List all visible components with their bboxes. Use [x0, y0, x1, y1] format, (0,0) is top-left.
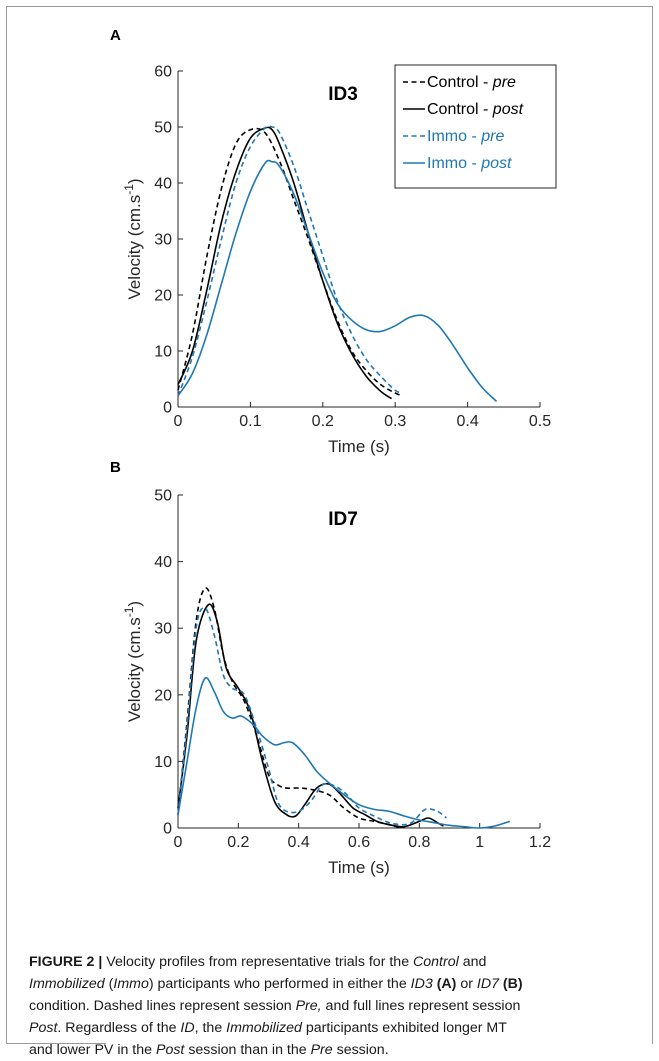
legend-entry-3: Immo - pre	[427, 128, 504, 145]
chart-title: ID7	[328, 509, 358, 530]
series-line-1	[177, 587, 402, 829]
caption-text: session than in the	[184, 1042, 311, 1058]
series-line-2	[177, 126, 393, 400]
caption-italic: Pre,	[295, 998, 322, 1014]
caption-text: condition. Dashed lines represent sessio…	[29, 998, 296, 1014]
x-tick-label: 0.4	[288, 834, 310, 851]
y-axis-label-close: )	[125, 178, 144, 184]
x-tick-label: 0.4	[456, 413, 478, 430]
caption-text: and lower PV in the	[29, 1042, 156, 1058]
x-tick-label: 0.5	[529, 413, 551, 430]
caption-italic: ID7	[476, 976, 499, 992]
legend-entry-4: Immo - post	[427, 155, 512, 172]
y-tick-label: 10	[154, 344, 172, 361]
y-axis-label-main: Velocity (cm.s	[125, 195, 144, 300]
legend-entry-name: Control -	[427, 74, 493, 91]
x-axis-label: Time (s)	[328, 858, 390, 877]
y-tick-label: 50	[154, 488, 172, 505]
y-tick-label: 0	[163, 400, 172, 417]
y-tick-label: 0	[163, 821, 172, 838]
frame-bottom-edge	[6, 1043, 106, 1044]
caption-text: , the	[194, 1020, 227, 1036]
legend-entry-name: Immo -	[427, 128, 481, 145]
x-tick-label: 0.3	[384, 413, 406, 430]
caption-italic: Control	[413, 954, 459, 970]
legend-entry-name: Control -	[427, 101, 493, 118]
y-tick-label: 60	[154, 64, 172, 81]
y-tick-label: 30	[154, 232, 172, 249]
caption-italic: Post	[155, 1042, 185, 1058]
caption-italic: ID3	[410, 976, 433, 992]
caption-text: participants exhibited longer MT	[301, 1020, 507, 1036]
y-tick-label: 20	[154, 288, 172, 305]
x-tick-label: 1	[475, 834, 484, 851]
caption-italic: ID	[180, 1020, 195, 1036]
caption-italic: Immobilized	[226, 1020, 302, 1036]
y-tick-label: 20	[154, 687, 172, 704]
caption-bold: (A)	[436, 976, 457, 992]
y-axis-label-close: )	[125, 601, 144, 607]
caption-italic: Pre	[310, 1042, 333, 1058]
panel-label: B	[110, 459, 121, 476]
caption-italic: Post	[29, 1020, 58, 1036]
caption-text: Velocity profiles from representative tr…	[102, 954, 414, 970]
y-axis-label: Velocity (cm.s-1)	[122, 178, 144, 299]
panel-a: A 0 0.1 0.2 0.3 0.4 0.5 0 10 20 30 40 50 60 Time (s) Ve…	[110, 27, 557, 456]
y-axis-label-main: Velocity (cm.s	[125, 617, 144, 722]
y-axis-label: Velocity (cm.s-1)	[122, 601, 144, 722]
x-tick-label: 0.1	[239, 413, 261, 430]
legend-entry-name: Immo -	[427, 155, 481, 172]
y-tick-label: 40	[154, 554, 172, 571]
y-tick-label: 10	[154, 754, 172, 771]
y-axis-label-superscript: -1	[122, 606, 136, 617]
caption-italic: Immobilized	[29, 976, 105, 992]
y-tick-label: 40	[154, 176, 172, 193]
caption-text: . Regardless of the	[57, 1020, 181, 1036]
panel-b: B 0 0.2 0.4 0.6 0.8 1 1.2 0 10 20 30 40 50 Time (s) Vel…	[110, 459, 551, 877]
figure-caption: FIGURE 2 | Velocity profiles from repres…	[29, 951, 639, 1061]
series-line-4	[177, 159, 498, 402]
x-tick-label: 0	[174, 413, 183, 430]
legend-entry-session: post	[492, 101, 524, 118]
x-tick-label: 0.8	[408, 834, 430, 851]
x-tick-label: 0.6	[348, 834, 370, 851]
series-line-3	[177, 125, 403, 397]
x-tick-label: 1.2	[529, 834, 551, 851]
legend-box	[394, 64, 557, 189]
series-line-1	[177, 127, 403, 397]
caption-italic: Immo	[113, 976, 149, 992]
series-line-2	[177, 603, 444, 828]
legend-entry-session: post	[480, 155, 512, 172]
x-tick-label: 0.2	[227, 834, 249, 851]
caption-text: and	[458, 954, 487, 970]
y-tick-label: 50	[154, 120, 172, 137]
x-tick-label: 0	[174, 834, 183, 851]
series-line-3	[177, 607, 447, 826]
chart-title: ID3	[328, 84, 358, 105]
y-axis-label-superscript: -1	[122, 184, 136, 195]
caption-figure-label: FIGURE 2 |	[29, 954, 103, 970]
legend-entry-2: Control - post	[427, 101, 524, 118]
legend-entry-session: pre	[492, 74, 516, 91]
x-tick-label: 0.2	[312, 413, 334, 430]
series-line-4	[177, 676, 511, 829]
caption-text: or	[456, 976, 477, 992]
caption-bold: (B)	[502, 976, 523, 992]
panel-label: A	[110, 27, 121, 44]
legend-entry-session: pre	[480, 128, 504, 145]
caption-text: ) participants who performed in either t…	[148, 976, 411, 992]
caption-text: session.	[332, 1042, 389, 1058]
x-axis-label: Time (s)	[328, 437, 390, 456]
y-tick-label: 30	[154, 621, 172, 638]
caption-text: and full lines represent session	[321, 998, 521, 1014]
legend-entry-1: Control - pre	[427, 74, 516, 91]
caption-text: (	[104, 976, 114, 992]
figure-frame	[6, 6, 653, 1044]
